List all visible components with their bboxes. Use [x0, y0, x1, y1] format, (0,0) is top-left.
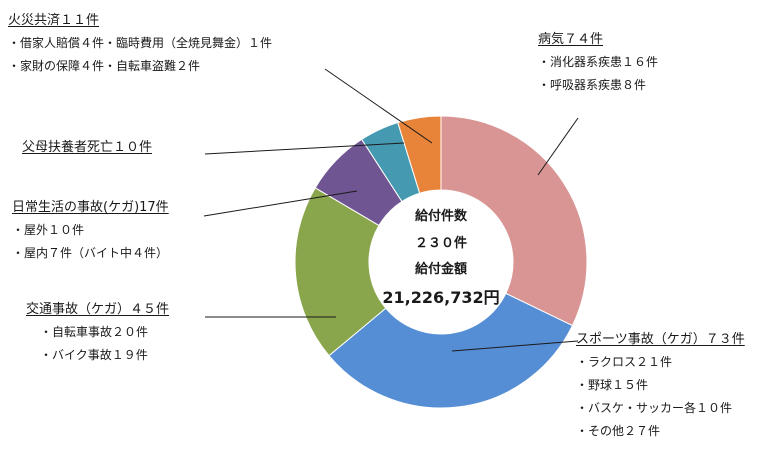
- annotation-sports-item: ・その他２７件: [576, 424, 661, 438]
- annotation-traffic-item: ・バイク事故１９件: [40, 348, 148, 362]
- donut-slice-2: [294, 187, 387, 357]
- center-line1: 給付件数: [414, 209, 467, 224]
- annotation-fire-title: 火災共済１１件: [8, 13, 100, 28]
- annotation-fire-item: ・借家人賠償４件・臨時費用（全焼見舞金）１件: [8, 36, 273, 50]
- leader-fire: [324, 68, 433, 144]
- annotation-illness: 病気７４件 ・消化器系疾患１６件 ・呼吸器系疾患８件: [538, 31, 658, 94]
- center-line3: 給付金額: [414, 262, 467, 277]
- annotation-traffic-item: ・自転車事故２０件: [40, 325, 149, 339]
- annotation-daily-item: ・屋外１０件: [12, 223, 85, 237]
- annotation-sports-item: ・バスケ・サッカー各１０件: [576, 401, 733, 415]
- annotation-sports-item: ・野球１５件: [576, 378, 649, 392]
- annotation-daily-title: 日常生活の事故(ケガ)17件: [12, 200, 169, 215]
- annotation-sports: スポーツ事故（ケガ）７３件 ・ラクロス２１件 ・野球１５件 ・バスケ・サッカー各…: [576, 331, 745, 440]
- center-line2: ２３０件: [414, 236, 467, 251]
- annotation-sports-item: ・ラクロス２１件: [576, 355, 673, 369]
- annotation-fire-item: ・家財の保障４件・自転車盗難２件: [8, 59, 201, 73]
- annotation-sports-title: スポーツ事故（ケガ）７３件: [576, 332, 745, 347]
- annotation-illness-title: 病気７４件: [538, 32, 604, 47]
- annotation-illness-item: ・呼吸器系疾患８件: [538, 78, 647, 92]
- donut-slice-0: [440, 115, 588, 327]
- annotation-illness-item: ・消化器系疾患１６件: [538, 55, 659, 69]
- leader-daily: [203, 190, 358, 217]
- leader-illness: [537, 117, 579, 176]
- donut-slice-5: [397, 115, 442, 194]
- center-line4: 21,226,732円: [382, 288, 500, 307]
- annotation-fire: 火災共済１１件 ・借家人賠償４件・臨時費用（全焼見舞金）１件 ・家財の保障４件・…: [8, 12, 272, 75]
- leader-sports: [451, 340, 579, 352]
- annotation-traffic: 交通事故（ケガ）４５件 ・自転車事故２０件 ・バイク事故１９件: [26, 301, 169, 364]
- leader-parent: [204, 142, 405, 155]
- annotation-parent-title: 父母扶養者死亡１０件: [22, 140, 153, 155]
- donut-slice-1: [328, 292, 574, 409]
- annotation-traffic-title: 交通事故（ケガ）４５件: [26, 302, 170, 317]
- annotation-daily-item: ・屋内７件（バイト中４件）: [12, 246, 169, 260]
- annotation-daily: 日常生活の事故(ケガ)17件 ・屋外１０件 ・屋内７件（バイト中４件）: [12, 199, 169, 262]
- annotation-parent: 父母扶養者死亡１０件: [22, 139, 152, 156]
